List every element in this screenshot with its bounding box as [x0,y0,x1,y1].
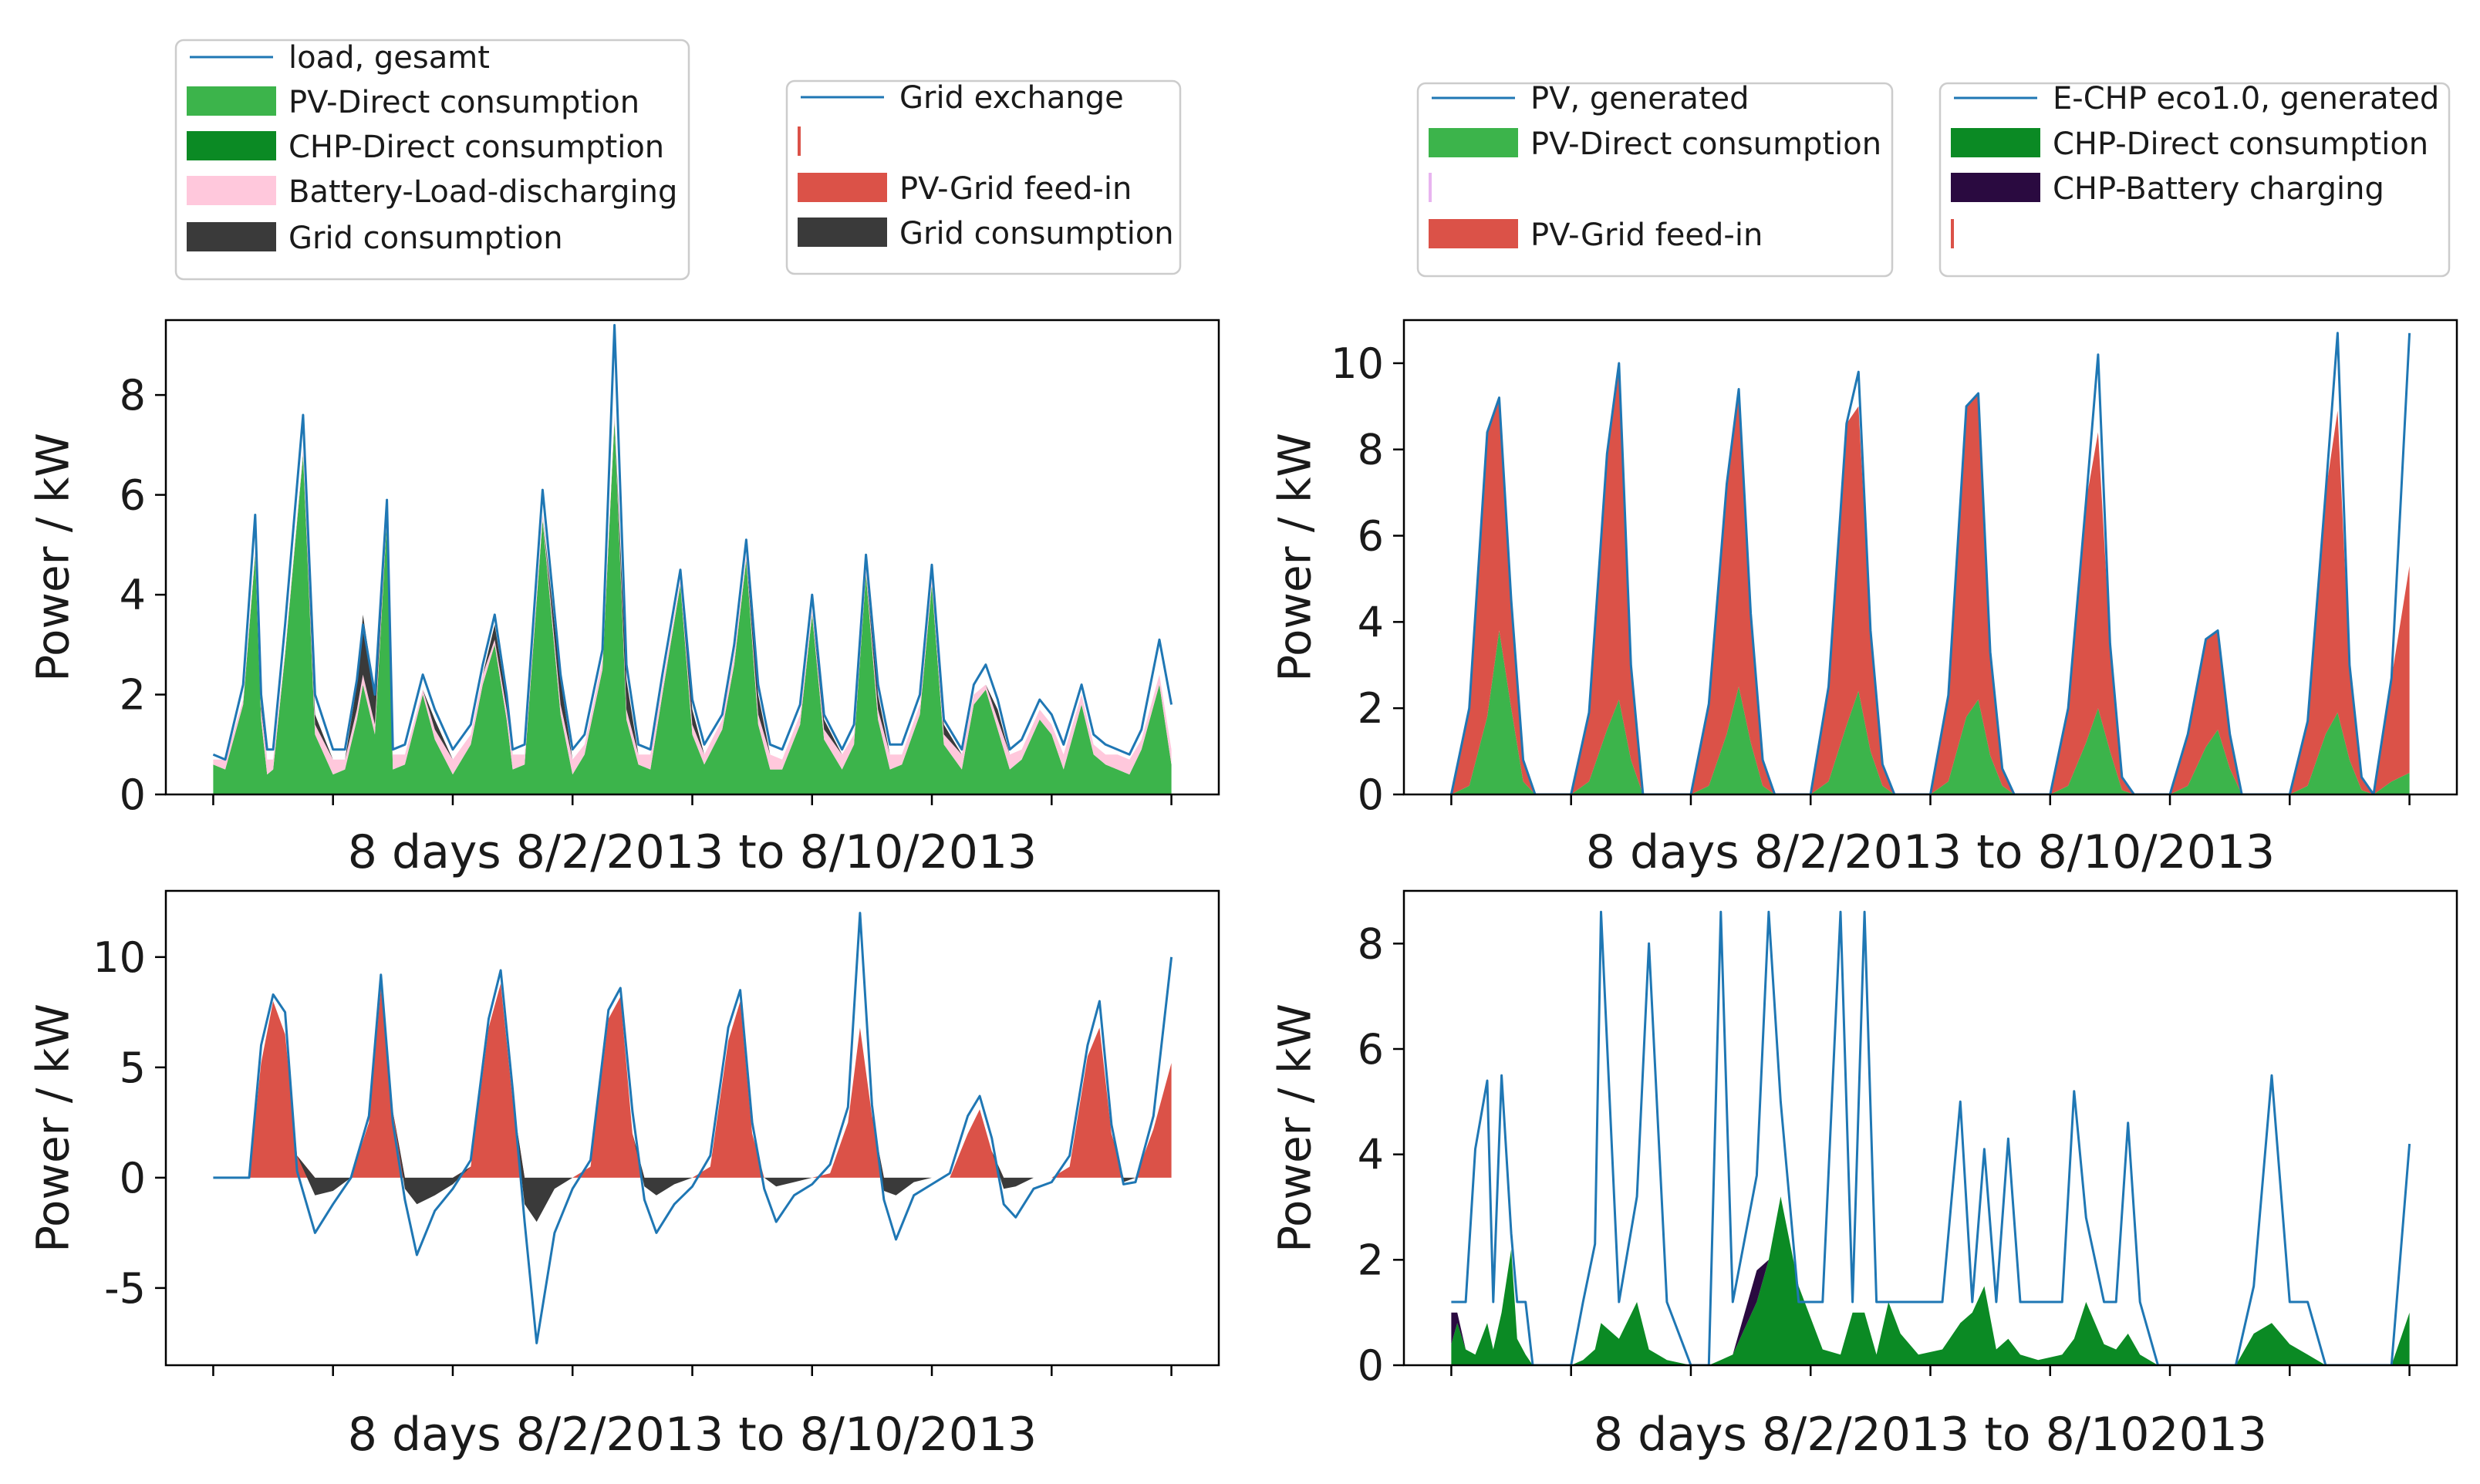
y-tick-label: 0 [1358,771,1384,819]
legend-label: E-CHP eco1.0, generated [2053,81,2439,116]
legend-label: PV-Direct consumption [1530,126,1881,162]
series-area-pv-direct-consumption [213,420,1172,794]
plot-frame [1402,319,2458,796]
x-axis-label: 8 days 8/2/2013 to 8/10/2013 [1586,825,2275,879]
legend-swatch-patch [187,86,276,116]
legend-swatch-sliver [798,126,801,156]
y-tick-label: 6 [120,471,146,520]
legend-load: load, gesamt PV-Direct consumption CHP-Dir… [174,39,690,281]
legend-label: Grid exchange [899,80,1124,116]
legend-label: load, gesamt [288,40,490,76]
plot-area [213,912,1173,1344]
y-tick-label: 2 [1358,1236,1384,1284]
y-tick-label: 6 [1358,512,1384,561]
y-tick-label: 10 [93,933,146,982]
legend-label: Battery-Load-discharging [288,174,677,210]
chart-load: 0 2 4 6 8 8 days 8/2/2013 to 8/10/2013 Power /… [26,319,1220,879]
y-tick-label: -5 [104,1264,146,1313]
series-area-pv-grid-feed-in [213,983,1172,1178]
legend-swatch-patch [187,131,276,160]
legend-swatch-patch [798,218,887,247]
plot-area [1451,910,2411,1365]
x-axis-label: 8 days 8/2/2013 to 8/10/2013 [348,825,1037,879]
chart-pv: 0 2 4 6 8 10 8 days 8/2/2013 to 8/10/2013 Power… [1268,319,2458,879]
legend-swatch-patch [1429,128,1518,157]
plot-frame [1402,889,2458,1367]
legend-swatch-sliver [1951,219,1954,248]
y-axis-label: Power / kW [26,433,79,682]
series-line-grid-exchange [213,912,1173,1344]
plot-area [1449,332,2411,794]
y-axis-label: Power / kW [26,1003,79,1253]
legend-label: CHP-Direct consumption [2053,126,2428,162]
legend-label: Grid consumption [288,221,563,256]
legend-label: PV-Grid feed-in [1530,218,1763,253]
y-tick-label: 5 [120,1044,146,1092]
y-tick-label: 4 [1358,1131,1384,1179]
y-tick-label: 8 [1358,426,1384,474]
y-tick-label: 2 [1358,684,1384,733]
legend-frame [174,39,690,281]
legend-label: PV-Direct consumption [288,85,639,120]
legend-label: CHP-Direct consumption [288,130,664,165]
series-area-pv-direct-consumption [1451,630,2410,794]
y-axis-label: Power / kW [1268,1003,1321,1253]
legend-swatch-patch [187,176,276,205]
legend-swatch-patch [1951,128,2040,157]
legend-swatch-sliver [1429,173,1432,202]
y-tick-label: 8 [120,371,146,420]
y-tick-label: 4 [120,571,146,619]
chart-chp: 0 2 4 6 8 8 days 8/2/2013 to 8/102013 Power / … [1268,889,2458,1462]
y-tick-label: 0 [120,771,146,819]
plot-area [212,324,1173,794]
legend-grid: Grid exchange PV-Grid feed-in Grid consump… [785,79,1182,275]
series-area-grid-consumption [213,415,1172,760]
y-tick-label: 4 [1358,598,1384,646]
x-axis-label: 8 days 8/2/2013 to 8/102013 [1594,1408,2267,1462]
y-tick-label: 6 [1358,1025,1384,1074]
legend-label: PV-Grid feed-in [899,171,1132,207]
y-tick-label: 8 [1358,919,1384,968]
series-line-pv-generated [1449,332,2411,794]
y-tick-label: 10 [1331,339,1384,388]
y-axis-label: Power / kW [1268,433,1321,682]
series-line-e-chp-eco1-0-generated [1451,910,2411,1365]
legend-frame [1416,82,1894,278]
series-area-pv-grid-feed-in [1451,363,2410,794]
legend-label: CHP-Battery charging [2053,171,2384,207]
legend-swatch-patch [1429,219,1518,248]
legend-swatch-patch [187,222,276,251]
legend-pv: PV, generated PV-Direct consumption PV-Gri… [1416,81,1894,278]
legend-label: PV, generated [1530,81,1749,116]
legend-swatch-patch [1951,173,2040,202]
legend-chp: E-CHP eco1.0, generated CHP-Direct consum… [1938,81,2451,278]
chart-grid: -5 0 5 10 8 days 8/2/2013 to 8/10/2013 Power … [26,889,1220,1462]
plot-frame [164,889,1220,1367]
y-tick-label: 2 [120,671,146,720]
legend-swatch-patch [798,173,887,202]
x-axis-label: 8 days 8/2/2013 to 8/10/2013 [348,1408,1037,1462]
y-tick-label: 0 [1358,1341,1384,1390]
legend-label: Grid consumption [899,216,1174,251]
series-line-load-gesamt [212,324,1173,761]
y-tick-label: 0 [120,1154,146,1202]
legend-frame [1938,82,2451,278]
